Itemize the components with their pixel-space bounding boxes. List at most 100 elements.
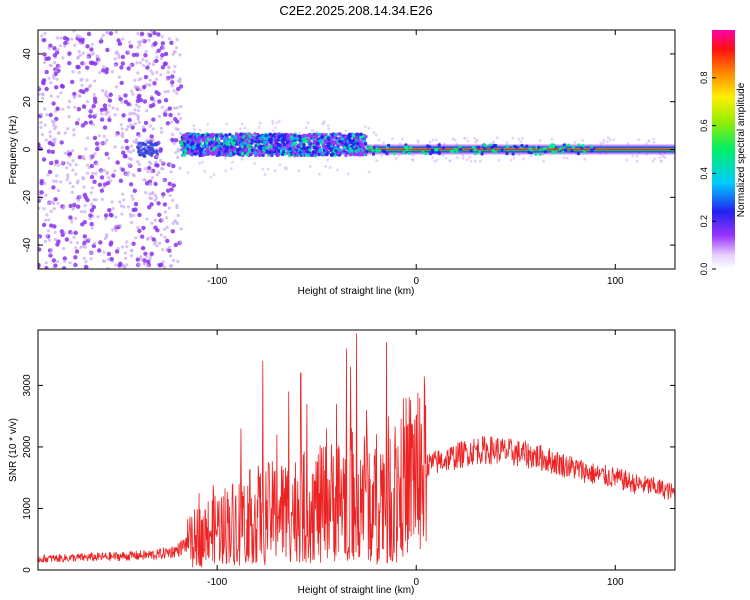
noise-cell — [144, 191, 148, 195]
noise-cell — [44, 86, 49, 92]
faint-cell — [257, 126, 261, 129]
noise-cell — [38, 193, 41, 197]
band-cell — [240, 138, 244, 143]
noise-cell — [160, 218, 165, 222]
band-cell — [325, 152, 329, 157]
noise-cell — [92, 179, 97, 184]
noise-cell — [77, 35, 81, 39]
faint-cell — [397, 154, 400, 157]
noise-cell — [55, 106, 60, 112]
band-cell — [355, 152, 359, 157]
noise-cell — [175, 205, 179, 210]
noise-cell — [154, 58, 159, 64]
band-cell — [281, 140, 285, 145]
band-cell — [188, 137, 192, 141]
line-cell — [534, 152, 538, 156]
noise-cell — [98, 58, 102, 62]
noise-cell — [175, 119, 180, 124]
faint-cell — [478, 159, 482, 163]
noise-cell — [156, 32, 161, 37]
noise-cell — [170, 229, 175, 234]
noise-cell — [149, 235, 153, 239]
noise-cell — [56, 68, 61, 74]
noise-cell — [151, 127, 155, 131]
band-cell — [216, 144, 220, 148]
line-cell — [471, 145, 475, 149]
noise-cell — [143, 74, 149, 80]
noise-cell — [47, 46, 51, 50]
spectrogram-x-tick-label: -100 — [207, 276, 227, 287]
band-cell — [349, 141, 353, 145]
noise-cell — [63, 259, 67, 263]
noise-cell — [98, 240, 103, 245]
line-cell — [426, 145, 430, 149]
noise-cell — [111, 207, 115, 211]
noise-cell — [74, 249, 80, 254]
noise-cell — [51, 138, 55, 142]
noise-cell — [136, 109, 141, 113]
noise-cell — [48, 130, 52, 134]
noise-cell — [44, 261, 48, 265]
band-cell — [244, 146, 248, 150]
noise-cell — [163, 51, 169, 57]
faint-cell — [550, 137, 554, 141]
noise-cell — [58, 44, 62, 48]
band-cell — [184, 149, 188, 153]
noise-cell — [81, 104, 87, 109]
noise-cell — [88, 213, 93, 218]
noise-cell — [105, 30, 109, 35]
band-cell — [347, 149, 352, 153]
noise-cell — [71, 70, 75, 74]
noise-cell — [137, 40, 141, 44]
noise-cell — [115, 160, 120, 165]
line-cell — [527, 150, 531, 154]
noise-cell — [152, 99, 156, 104]
noise-cell — [88, 60, 94, 65]
noise-cell — [151, 237, 156, 242]
noise-cell — [136, 85, 140, 89]
noise-cell — [52, 207, 56, 211]
faint-cell — [367, 126, 371, 130]
noise-cell — [63, 44, 67, 48]
faint-cell — [653, 157, 656, 161]
band-start-cell — [150, 151, 155, 155]
noise-cell — [136, 115, 141, 119]
noise-cell — [91, 103, 96, 109]
band-cell — [313, 150, 317, 154]
band-cell — [180, 143, 184, 147]
line-cell — [431, 150, 435, 154]
band-cell — [202, 150, 206, 154]
noise-cell — [113, 169, 117, 173]
noise-cell — [38, 206, 41, 210]
band-cell — [193, 140, 197, 144]
noise-cell — [152, 81, 157, 86]
noise-cell — [41, 96, 45, 100]
noise-cell — [73, 105, 77, 109]
noise-cell — [119, 65, 124, 70]
band-cell — [318, 149, 322, 153]
noise-cell — [131, 241, 136, 246]
noise-cell — [137, 162, 141, 166]
noise-cell — [73, 255, 78, 260]
line-cell — [590, 145, 594, 149]
noise-cell — [92, 93, 96, 97]
band-cell — [280, 147, 284, 151]
line-cell — [567, 143, 571, 147]
band-cell — [266, 153, 271, 157]
band-cell — [355, 132, 359, 136]
noise-cell — [159, 262, 164, 267]
noise-cell — [130, 221, 134, 225]
band-cell — [333, 133, 337, 137]
faint-cell — [448, 159, 452, 163]
noise-cell — [135, 257, 140, 262]
noise-cell — [167, 206, 171, 210]
noise-cell — [114, 224, 118, 228]
noise-cell — [76, 198, 81, 202]
noise-cell — [46, 56, 51, 61]
noise-cell — [46, 229, 51, 233]
noise-cell — [138, 88, 142, 92]
noise-cell — [92, 96, 98, 101]
band-cell — [269, 153, 273, 157]
noise-cell — [68, 163, 72, 167]
noise-cell — [113, 63, 118, 67]
